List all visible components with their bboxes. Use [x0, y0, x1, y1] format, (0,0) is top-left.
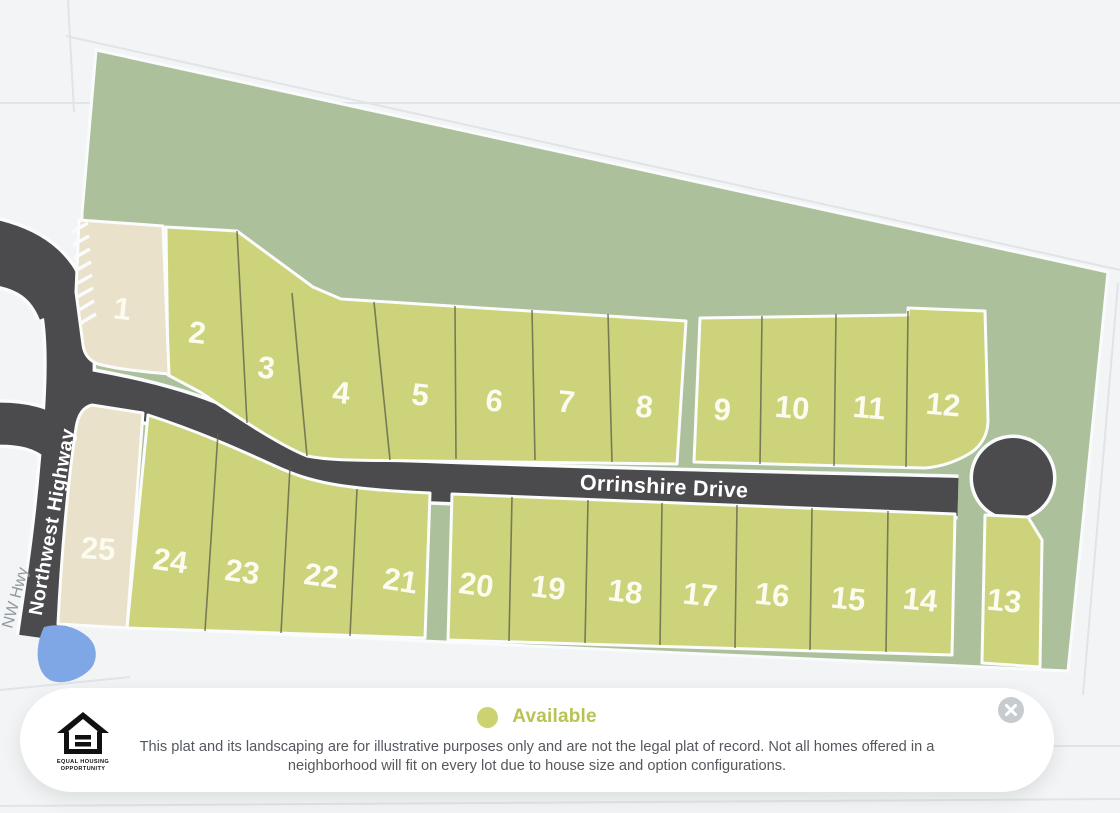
lot-17-label[interactable]: 17 — [681, 575, 719, 613]
lot-1-label[interactable]: 1 — [112, 290, 133, 327]
eho-caption-line2: OPPORTUNITY — [61, 766, 106, 772]
lot-18-label[interactable]: 18 — [606, 572, 644, 611]
lot-13-shape[interactable] — [980, 513, 1044, 669]
lot-7-label[interactable]: 7 — [556, 383, 577, 420]
lot-block-9-12[interactable] — [692, 306, 990, 470]
lot-3-label[interactable]: 3 — [256, 349, 277, 386]
available-legend-dot — [477, 706, 499, 728]
legend: Available — [20, 706, 1054, 730]
lot-6-label[interactable]: 6 — [484, 382, 505, 419]
lot-2-label[interactable]: 2 — [187, 314, 208, 351]
available-legend-label: Available — [512, 706, 597, 727]
roads — [0, 220, 1053, 642]
close-icon — [1005, 704, 1017, 716]
lot-15-label[interactable]: 15 — [829, 579, 867, 617]
lot-23-label[interactable]: 23 — [223, 552, 262, 591]
close-button[interactable] — [998, 697, 1024, 723]
lot-1-shape[interactable] — [74, 218, 171, 376]
lot-25-shape[interactable] — [56, 403, 145, 630]
northwest-highway-lower-branch — [0, 402, 77, 460]
lot-24-label[interactable]: 24 — [151, 541, 191, 581]
lot-13-label[interactable]: 13 — [985, 581, 1023, 619]
lot-22-label[interactable]: 22 — [302, 556, 341, 595]
lot-19-label[interactable]: 19 — [529, 568, 567, 607]
lot-8-label[interactable]: 8 — [634, 388, 655, 425]
disclaimer-text: This plat and its landscaping are for il… — [20, 738, 1054, 775]
lot-number-labels[interactable]: 1 2 3 4 5 6 7 8 9 10 11 12 13 14 15 16 1… — [80, 290, 1023, 620]
lot-12-label[interactable]: 12 — [924, 386, 961, 424]
lot-11-label[interactable]: 11 — [851, 389, 887, 427]
cul-de-sac — [973, 438, 1053, 518]
lot-16-label[interactable]: 16 — [753, 575, 791, 613]
lot-9-label[interactable]: 9 — [712, 392, 732, 428]
lot-21-label[interactable]: 21 — [381, 561, 421, 601]
lot-25-label[interactable]: 25 — [80, 530, 117, 567]
lot-4-label[interactable]: 4 — [331, 374, 353, 411]
disclaimer-line-2: neighborhood will fit on every lot due t… — [287, 757, 787, 774]
orrinshire-drive — [55, 366, 959, 516]
lot-divider-lines — [204, 230, 909, 653]
eho-caption-line1: EQUAL HOUSING — [57, 759, 109, 765]
equal-housing-opportunity-logo: EQUAL HOUSING OPPORTUNITY — [57, 712, 109, 772]
pond — [37, 625, 96, 683]
disclaimer-line-1: This plat and its landscaping are for il… — [139, 739, 935, 755]
lot-10-label[interactable]: 10 — [773, 389, 810, 427]
lot-5-label[interactable]: 5 — [410, 376, 431, 413]
map-info-panel: EQUAL HOUSING OPPORTUNITY Available This… — [20, 688, 1054, 792]
lot-block-20-14[interactable] — [446, 492, 957, 657]
lot-block-2-8[interactable] — [164, 225, 688, 466]
lot-14-label[interactable]: 14 — [901, 580, 940, 618]
lot-block-24-21[interactable] — [125, 413, 432, 640]
lot-20-label[interactable]: 20 — [457, 565, 496, 604]
lot-1-hatch-marks — [71, 221, 97, 325]
